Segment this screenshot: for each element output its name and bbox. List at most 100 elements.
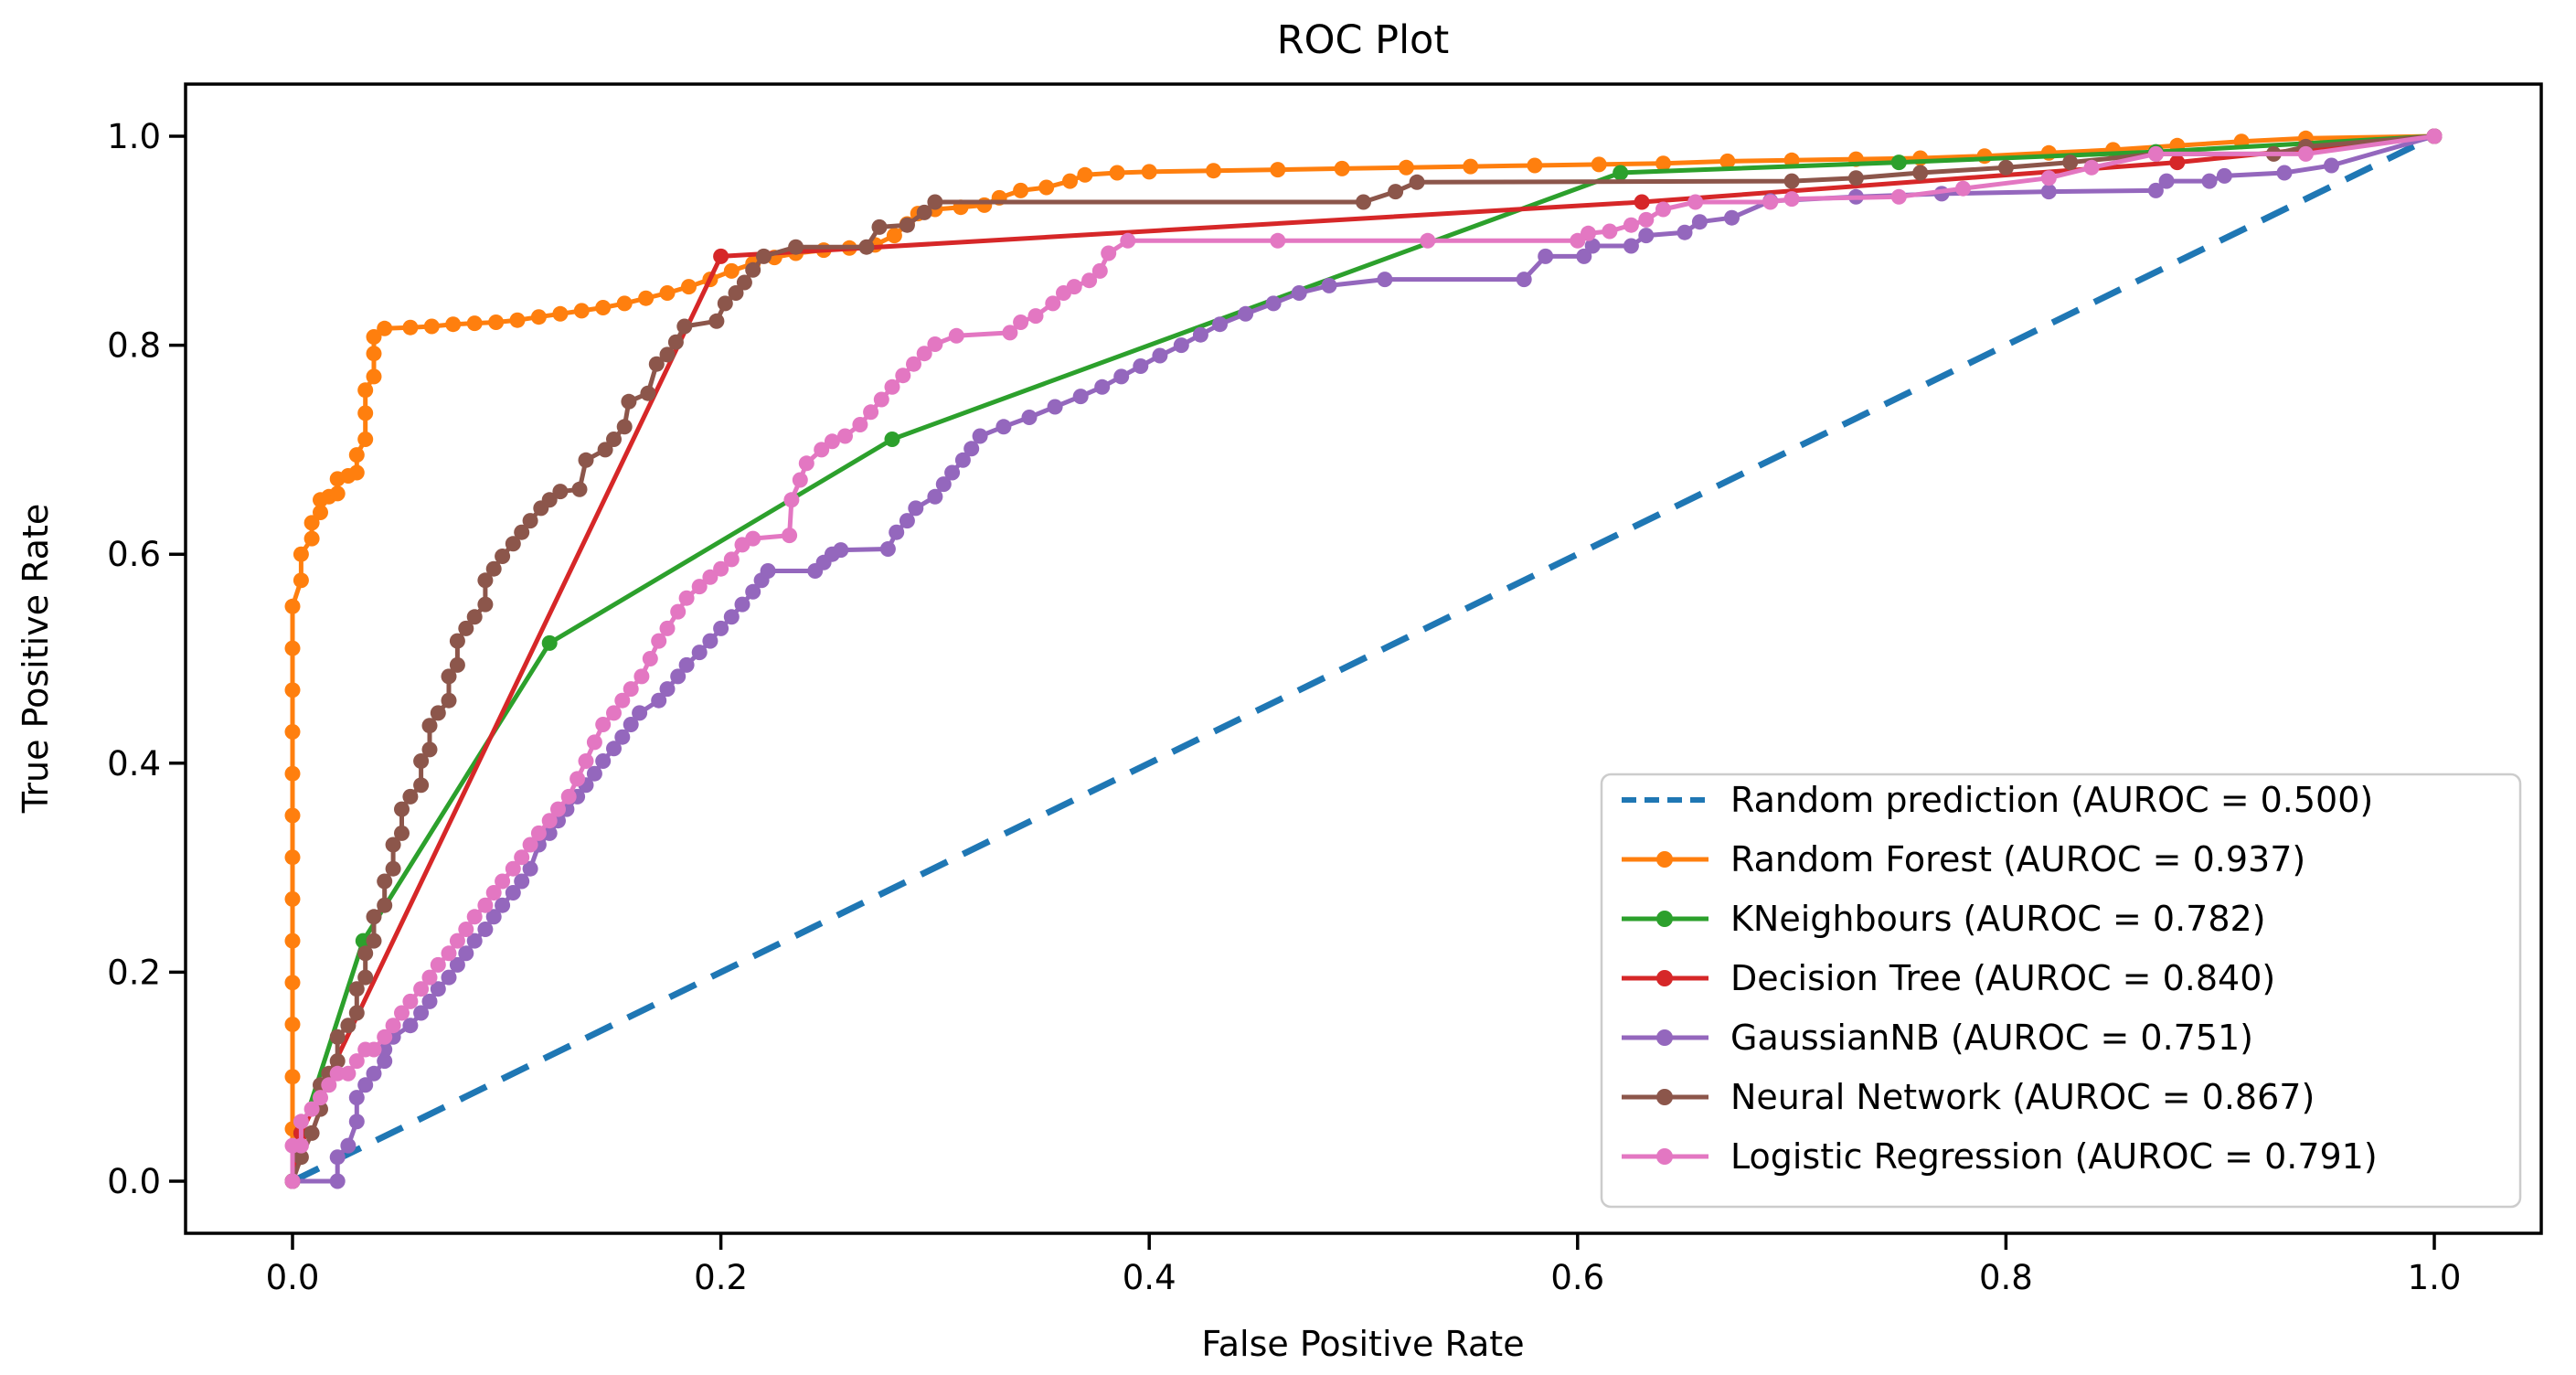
data-point-marker	[586, 734, 602, 751]
data-point-marker	[886, 228, 902, 244]
data-point-marker	[477, 572, 494, 589]
data-point-marker	[782, 528, 798, 544]
data-point-marker	[366, 1041, 382, 1058]
data-point-marker	[623, 681, 639, 698]
data-point-marker	[1602, 223, 1618, 240]
data-point-marker	[2147, 145, 2164, 162]
data-point-marker	[2297, 145, 2314, 162]
legend-entry-gaussian-nb: GaussianNB (AUROC = 0.751)	[1622, 1018, 2253, 1058]
data-point-marker	[477, 897, 494, 913]
data-point-marker	[916, 204, 932, 220]
data-point-marker	[340, 1018, 357, 1034]
data-point-marker	[329, 1173, 346, 1189]
data-point-marker	[1091, 262, 1108, 279]
data-point-marker	[1638, 228, 1655, 244]
data-point-marker	[1890, 188, 1907, 205]
data-point-marker	[485, 885, 502, 901]
data-point-marker	[284, 975, 301, 991]
data-point-marker	[1066, 279, 1082, 295]
y-tick-label: 0.0	[107, 1162, 161, 1201]
data-point-marker	[477, 922, 494, 937]
data-point-marker	[648, 356, 665, 372]
data-point-marker	[2083, 159, 2100, 176]
legend-label: Random Forest (AUROC = 0.937)	[1730, 839, 2305, 879]
data-point-marker	[293, 1114, 309, 1130]
data-point-marker	[321, 1077, 337, 1093]
data-point-marker	[723, 609, 740, 625]
data-point-marker	[640, 385, 656, 401]
legend-marker-sample	[1656, 851, 1673, 868]
data-point-marker	[1516, 272, 1532, 288]
data-point-marker	[858, 239, 875, 255]
x-tick-label: 0.4	[1123, 1258, 1176, 1297]
data-point-marker	[284, 765, 301, 782]
data-point-marker	[1206, 163, 1221, 179]
legend-label: Decision Tree (AUROC = 0.840)	[1730, 958, 2275, 998]
data-point-marker	[423, 318, 440, 335]
data-point-marker	[495, 897, 511, 913]
data-point-marker	[1655, 201, 1671, 218]
data-point-marker	[717, 295, 733, 312]
data-point-marker	[366, 933, 382, 949]
data-point-marker	[651, 633, 667, 649]
series-logistic-regression	[284, 128, 2443, 1189]
data-point-marker	[1623, 217, 1639, 233]
data-point-marker	[569, 771, 586, 787]
data-point-marker	[895, 368, 911, 384]
data-point-marker	[366, 346, 382, 362]
legend-marker-sample	[1656, 970, 1673, 986]
data-point-marker	[313, 1090, 328, 1106]
data-point-marker	[623, 717, 639, 732]
data-point-marker	[1409, 174, 1425, 190]
data-point-marker	[1613, 165, 1629, 181]
data-point-marker	[1687, 194, 1704, 210]
data-point-marker	[1591, 156, 1607, 173]
data-point-marker	[728, 285, 744, 301]
legend-marker-sample	[1656, 1089, 1673, 1105]
data-point-marker	[377, 1029, 393, 1045]
data-point-marker	[385, 860, 401, 877]
y-tick-label: 0.2	[107, 953, 161, 992]
data-point-marker	[329, 1053, 346, 1070]
data-point-marker	[713, 620, 729, 636]
y-axis-ticks: 0.0 0.2 0.4 0.6 0.8 1.0	[107, 117, 186, 1201]
data-point-marker	[2062, 155, 2079, 171]
x-axis-ticks: 0.0 0.2 0.4 0.6 0.8 1.0	[266, 1233, 2461, 1297]
data-point-marker	[355, 933, 371, 949]
data-point-marker	[621, 393, 637, 410]
data-point-marker	[394, 801, 410, 817]
data-point-marker	[445, 316, 462, 333]
data-point-marker	[659, 346, 676, 363]
data-point-marker	[927, 336, 943, 352]
data-point-marker	[1094, 378, 1111, 395]
data-point-marker	[889, 524, 905, 540]
data-point-marker	[522, 860, 538, 877]
data-point-marker	[1238, 305, 1254, 322]
data-point-marker	[713, 560, 729, 577]
data-point-marker	[377, 1041, 393, 1058]
data-point-marker	[348, 1005, 365, 1021]
data-point-marker	[293, 572, 309, 589]
data-point-marker	[477, 596, 494, 613]
data-point-marker	[833, 542, 849, 559]
data-point-marker	[863, 404, 879, 421]
data-point-marker	[1265, 295, 1282, 312]
data-point-marker	[916, 346, 932, 362]
data-point-marker	[2040, 184, 2057, 200]
data-point-marker	[303, 1101, 320, 1117]
data-point-marker	[357, 382, 374, 399]
data-point-marker	[348, 464, 365, 481]
data-point-marker	[1013, 182, 1029, 198]
data-point-marker	[638, 290, 655, 306]
data-point-marker	[366, 329, 382, 345]
data-point-marker	[2426, 128, 2443, 144]
data-point-marker	[421, 741, 438, 758]
x-tick-label: 0.0	[266, 1258, 320, 1297]
data-point-marker	[541, 813, 558, 829]
legend-label: KNeighbours (AUROC = 0.782)	[1730, 899, 2266, 939]
data-point-marker	[284, 933, 301, 949]
data-point-marker	[899, 513, 915, 529]
data-point-marker	[1997, 159, 2014, 176]
series-random-prediction	[291, 133, 2436, 1185]
data-point-marker	[616, 295, 633, 312]
